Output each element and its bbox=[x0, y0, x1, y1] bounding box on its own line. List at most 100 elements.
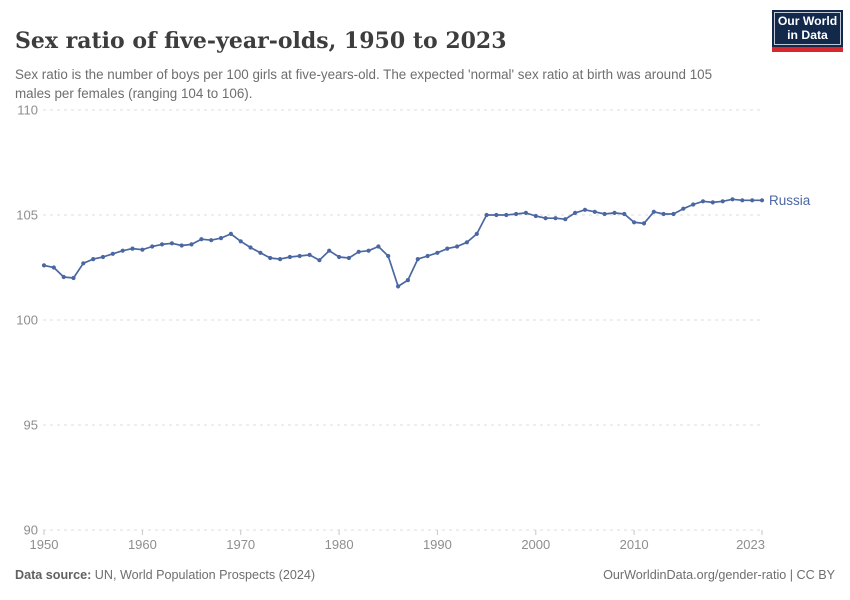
data-point bbox=[730, 197, 735, 202]
x-axis-label: 1990 bbox=[423, 537, 452, 552]
data-point bbox=[337, 254, 342, 260]
data-point bbox=[71, 275, 76, 281]
data-point bbox=[110, 251, 115, 256]
data-point bbox=[346, 255, 351, 261]
data-point bbox=[720, 199, 725, 204]
data-point bbox=[268, 255, 273, 261]
data-point bbox=[484, 212, 489, 218]
data-point bbox=[278, 257, 283, 262]
page-title: Sex ratio of five-year-olds, 1950 to 202… bbox=[15, 27, 507, 54]
data-point bbox=[612, 210, 617, 215]
data-point bbox=[464, 240, 469, 245]
data-point bbox=[671, 211, 676, 217]
data-point bbox=[130, 246, 135, 251]
data-point bbox=[592, 209, 597, 214]
data-point bbox=[445, 246, 450, 251]
data-point bbox=[51, 265, 56, 270]
data-point bbox=[120, 248, 125, 253]
data-point bbox=[455, 244, 460, 249]
data-point bbox=[651, 209, 656, 214]
data-point bbox=[425, 253, 430, 259]
x-axis-label: 1980 bbox=[325, 537, 354, 552]
y-axis-label: 105 bbox=[16, 208, 38, 223]
x-axis-label: 1970 bbox=[226, 537, 255, 552]
data-point bbox=[396, 284, 401, 289]
data-point bbox=[199, 237, 204, 242]
data-point bbox=[661, 211, 666, 217]
y-axis-label: 95 bbox=[24, 418, 38, 433]
data-source-text: UN, World Population Prospects (2024) bbox=[94, 568, 316, 582]
data-point bbox=[681, 206, 686, 211]
y-axis-label: 110 bbox=[17, 103, 38, 118]
chart-footer: Data source: UN, World Population Prospe… bbox=[15, 568, 835, 582]
credit-link[interactable]: OurWorldinData.org/gender-ratio | CC BY bbox=[603, 568, 835, 582]
data-point bbox=[573, 210, 578, 215]
data-point bbox=[287, 254, 292, 260]
data-point bbox=[405, 278, 410, 283]
data-point bbox=[435, 250, 440, 255]
data-point bbox=[602, 211, 607, 217]
y-axis-label: 90 bbox=[24, 523, 38, 538]
data-point bbox=[189, 242, 194, 247]
data-point bbox=[238, 239, 243, 244]
data-point bbox=[61, 274, 66, 280]
data-point bbox=[691, 202, 696, 207]
data-point bbox=[366, 248, 371, 253]
data-point bbox=[710, 200, 715, 205]
data-point bbox=[740, 198, 745, 203]
data-source: Data source: UN, World Population Prospe… bbox=[15, 568, 315, 582]
logo-text-line2: in Data bbox=[787, 27, 828, 42]
data-point bbox=[209, 238, 214, 243]
data-point bbox=[563, 217, 568, 222]
data-point bbox=[700, 199, 706, 204]
data-point bbox=[553, 216, 558, 221]
data-point bbox=[504, 212, 509, 218]
data-point bbox=[533, 213, 538, 219]
x-axis-label: 2010 bbox=[620, 537, 649, 552]
data-point bbox=[523, 210, 529, 215]
data-point bbox=[169, 241, 174, 246]
data-point bbox=[41, 263, 47, 268]
data-point bbox=[582, 207, 588, 212]
data-point bbox=[759, 198, 765, 203]
data-point bbox=[297, 253, 302, 259]
data-point bbox=[179, 243, 184, 248]
data-point bbox=[750, 198, 755, 203]
data-point bbox=[159, 242, 165, 247]
data-point bbox=[474, 231, 479, 236]
data-point bbox=[514, 211, 519, 217]
data-point bbox=[543, 216, 548, 221]
x-axis-label: 1950 bbox=[30, 537, 59, 552]
series-label[interactable]: Russia bbox=[769, 193, 811, 208]
data-point bbox=[327, 248, 332, 253]
chart-subtitle: Sex ratio is the number of boys per 100 … bbox=[15, 67, 713, 102]
y-axis-label: 100 bbox=[16, 313, 38, 328]
data-source-label: Data source: bbox=[15, 568, 92, 582]
data-point bbox=[218, 236, 224, 241]
x-axis-label: 2023 bbox=[736, 537, 765, 552]
data-point bbox=[317, 258, 322, 263]
data-point bbox=[140, 247, 145, 252]
data-point bbox=[641, 221, 647, 226]
data-point bbox=[356, 249, 361, 254]
data-point bbox=[386, 253, 391, 259]
data-point bbox=[248, 245, 253, 250]
data-point bbox=[494, 212, 499, 218]
data-point bbox=[258, 250, 263, 255]
data-point bbox=[622, 211, 627, 217]
data-point bbox=[91, 257, 96, 262]
x-axis-label: 2000 bbox=[521, 537, 550, 552]
data-point bbox=[81, 261, 86, 266]
x-axis-label: 1960 bbox=[128, 537, 157, 552]
logo-text-line1: Our World bbox=[777, 14, 838, 28]
data-point bbox=[228, 231, 233, 236]
data-point bbox=[415, 257, 420, 262]
data-point bbox=[150, 244, 155, 249]
logo-red-bar bbox=[772, 47, 843, 52]
data-point bbox=[307, 252, 312, 257]
data-point bbox=[100, 254, 106, 260]
data-point bbox=[376, 244, 381, 249]
data-point bbox=[632, 220, 637, 225]
